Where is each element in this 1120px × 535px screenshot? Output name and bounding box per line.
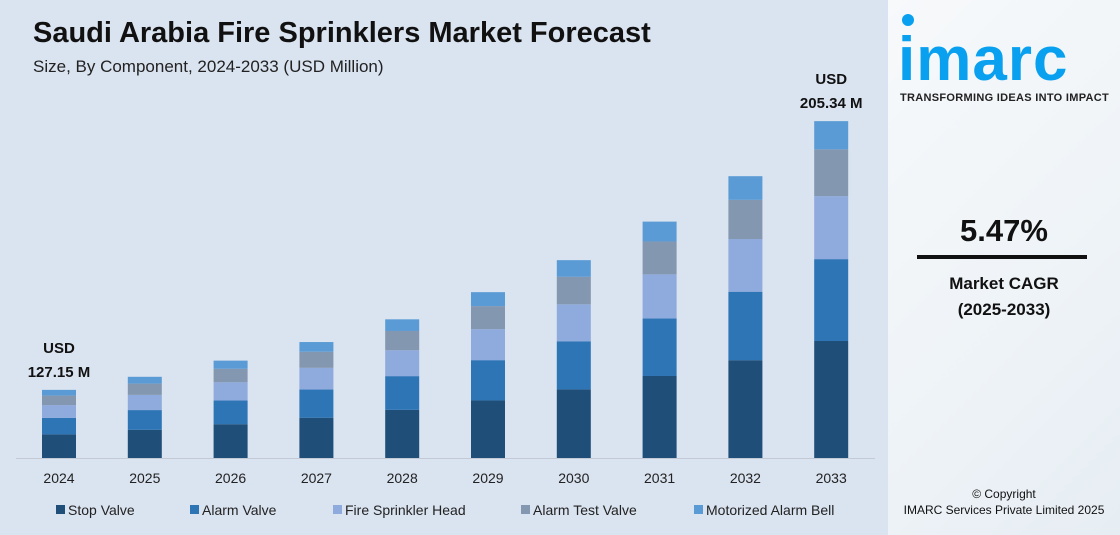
bar-segment-2030-alarm-test-valve (556, 276, 591, 305)
bar-segment-2029-alarm-valve (471, 360, 505, 401)
legend-swatch (56, 505, 65, 514)
chart-panel: Saudi Arabia Fire Sprinklers Market Fore… (0, 0, 888, 535)
bar-segment-2029-fire-sprinkler-head (471, 329, 505, 361)
chart-subtitle: Size, By Component, 2024-2033 (USD Milli… (33, 57, 384, 76)
bar-segment-2027-fire-sprinkler-head (299, 367, 334, 390)
copyright-text: © Copyright (972, 487, 1036, 501)
bar-segment-2030-motorized-alarm-bell (556, 260, 591, 277)
legend-label: Alarm Valve (202, 502, 277, 518)
x-tick-label: 2024 (43, 470, 74, 486)
bar-segment-2033-motorized-alarm-bell (814, 121, 849, 150)
chart-title: Saudi Arabia Fire Sprinklers Market Fore… (33, 17, 651, 49)
bar-segment-2025-alarm-valve (127, 410, 162, 430)
bar-segment-2033-alarm-valve (814, 259, 849, 342)
logo-tagline: TRANSFORMING IDEAS INTO IMPACT (900, 92, 1110, 104)
bar-segment-2025-motorized-alarm-bell (127, 376, 162, 384)
imarc-logo: imarc (898, 25, 1069, 94)
bar-segment-2026-motorized-alarm-bell (213, 360, 248, 369)
bar-segment-2029-alarm-test-valve (471, 306, 505, 330)
bar-segment-2025-alarm-test-valve (127, 383, 162, 395)
bar-segment-2024-alarm-test-valve (42, 395, 76, 406)
bar-segment-2032-alarm-valve (728, 291, 763, 361)
x-tick-label: 2028 (387, 470, 418, 486)
bar-segment-2025-stop-valve (127, 429, 162, 458)
bar-segment-2028-alarm-test-valve (385, 330, 420, 351)
legend-label: Fire Sprinkler Head (345, 502, 466, 518)
legend-swatch (694, 505, 703, 514)
bar-segment-2027-motorized-alarm-bell (299, 342, 334, 352)
x-tick-label: 2027 (301, 470, 332, 486)
bar-segment-2032-alarm-test-valve (728, 199, 763, 240)
copyright: © Copyright IMARC Services Private Limit… (888, 486, 1120, 518)
bar-segment-2027-alarm-valve (299, 389, 334, 418)
bar-segment-2030-stop-valve (556, 389, 591, 458)
bar-segment-2033-alarm-test-valve (814, 149, 849, 197)
x-tick-label: 2033 (816, 470, 847, 486)
cagr-value: 5.47% (960, 213, 1048, 248)
bar-segment-2025-fire-sprinkler-head (127, 394, 162, 411)
bar-segment-2028-motorized-alarm-bell (385, 319, 420, 331)
bar-segment-2031-alarm-test-valve (642, 241, 677, 275)
bar-segment-2024-motorized-alarm-bell (42, 389, 76, 396)
x-tick-label: 2029 (472, 470, 503, 486)
bar-segment-2030-fire-sprinkler-head (556, 304, 591, 342)
x-tick-label: 2025 (129, 470, 160, 486)
bar-segment-2032-fire-sprinkler-head (728, 239, 763, 292)
bar-segment-2029-motorized-alarm-bell (471, 292, 505, 307)
bar-segment-2026-alarm-valve (213, 400, 248, 425)
bar-segment-2028-stop-valve (385, 409, 420, 458)
bar-segment-2024-fire-sprinkler-head (42, 405, 76, 418)
total-label-value: 205.34 M (800, 95, 863, 112)
cagr-period: (2025-2033) (957, 300, 1051, 319)
total-label-currency: USD (43, 340, 75, 357)
bar-segment-2028-fire-sprinkler-head (385, 350, 420, 377)
cagr-divider (917, 255, 1087, 259)
bar-segment-2032-stop-valve (728, 360, 763, 458)
bar-segment-2026-stop-valve (213, 424, 248, 458)
company-name: IMARC Services Private Limited 2025 (903, 503, 1105, 517)
bar-segment-2027-stop-valve (299, 417, 334, 458)
cagr-label-text: Market CAGR (949, 274, 1059, 293)
bar-segment-2031-alarm-valve (642, 318, 677, 376)
bar-segment-2033-stop-valve (814, 341, 849, 458)
bar-segment-2030-alarm-valve (556, 341, 591, 390)
total-label-value: 127.15 M (28, 364, 91, 381)
legend-swatch (333, 505, 342, 514)
bar-segment-2031-stop-valve (642, 375, 677, 458)
cagr-label: Market CAGR (2025-2033) (888, 271, 1120, 323)
chart-svg: 2024 2025 2026 2027 2028 2029 2030 2031 2032 2033… (16, 71, 875, 518)
bar-segment-2031-motorized-alarm-bell (642, 221, 677, 242)
x-tick-label: 2030 (558, 470, 589, 486)
legend-swatch (190, 505, 199, 514)
x-tick-label: 2031 (644, 470, 675, 486)
bar-segment-2026-fire-sprinkler-head (213, 382, 248, 401)
bar-segment-2028-alarm-valve (385, 376, 420, 410)
bar-segment-2024-alarm-valve (42, 417, 76, 435)
bar-segment-2029-stop-valve (471, 400, 505, 458)
legend-label: Stop Valve (68, 502, 135, 518)
legend-swatch (521, 505, 530, 514)
x-tick-label: 2032 (730, 470, 761, 486)
legend-label: Alarm Test Valve (533, 502, 637, 518)
bar-segment-2032-motorized-alarm-bell (728, 176, 763, 200)
side-panel: imarc TRANSFORMING IDEAS INTO IMPACT 5.4… (888, 0, 1120, 535)
bar-segment-2031-fire-sprinkler-head (642, 274, 677, 319)
x-tick-label: 2026 (215, 470, 246, 486)
bar-segment-2024-stop-valve (42, 434, 76, 458)
logo-dot (902, 14, 914, 26)
bar-segment-2026-alarm-test-valve (213, 368, 248, 383)
total-label-currency: USD (815, 71, 847, 88)
bar-segment-2033-fire-sprinkler-head (814, 196, 849, 260)
bar-segment-2027-alarm-test-valve (299, 351, 334, 368)
legend-label: Motorized Alarm Bell (706, 502, 834, 518)
